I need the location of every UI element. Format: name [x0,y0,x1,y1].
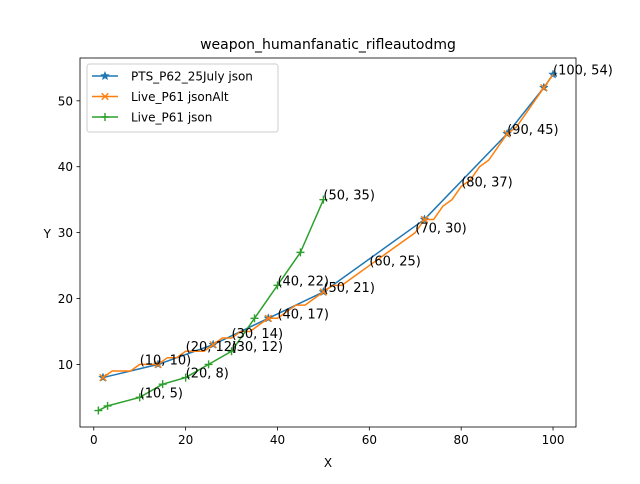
annotation-label-13: (40, 22) [277,274,329,289]
annotation-label-7: (80, 37) [461,175,513,190]
data-point-2-6 [227,347,236,356]
annotation-label-9: (100, 54) [553,63,613,78]
legend-label-0: PTS_P62_25July json [131,70,253,84]
y-tick-label-3: 40 [58,160,73,174]
series-2 [94,195,328,415]
annotation-label-3: (40, 17) [277,307,329,322]
annotation-label-10: (10, 5) [140,386,183,401]
annotation-label-5: (60, 25) [369,255,421,270]
data-point-1-6 [154,360,162,369]
annotation-label-8: (90, 45) [507,123,559,138]
legend-entry-1: Live_P61 jsonAlt [92,90,229,104]
y-tick-label-0: 10 [58,358,73,372]
annotation-label-11: (20, 8) [186,367,229,382]
axes: 0 20 40 60 80 100 10 20 30 40 50 [58,57,577,447]
x-tick-label-5: 100 [542,433,565,447]
legend-entry-2: Live_P61 json [92,111,212,125]
legend-marker-0 [100,70,110,81]
annotation-label-1: (20, 12) [186,340,238,355]
data-point-1-12 [209,340,217,349]
data-point-2-0 [94,406,103,415]
data-point-2-3 [158,380,167,389]
data-point-0-8 [548,69,558,79]
data-point-2-7 [250,314,259,323]
x-tick-label-2: 40 [270,433,285,447]
annotation-label-4: (50, 21) [323,281,375,296]
data-point-2-10 [319,195,328,204]
annotation-label-2: (30, 14) [232,327,284,342]
series-line-1 [102,74,554,379]
data-point-1-48 [540,83,548,92]
y-tick-label-1: 20 [58,292,73,306]
plot-area: (10, 10)(20, 12)(30, 14) (40, 17) (50, 21)… [94,63,613,415]
y-axis-label: Y [43,227,52,241]
legend-marker-2 [101,113,109,121]
x-tick-label-0: 0 [90,433,98,447]
legend-label-2: Live_P61 json [131,111,212,125]
y-tick-label-4: 50 [58,94,73,108]
axes-frame [79,57,577,428]
x-tick-label-3: 60 [362,433,377,447]
y-tick-label-2: 30 [58,226,73,240]
data-point-2-4 [181,373,190,382]
legend-box [86,63,279,133]
data-point-1-44 [503,129,511,138]
x-tick-label-4: 80 [454,433,469,447]
legend-marker-1 [101,92,109,101]
annotation-label-12: (30, 12) [232,340,284,355]
legend: PTS_P62_25July json Live_P61 jsonAlt Live_… [86,63,279,133]
data-point-2-5 [204,360,213,369]
data-point-1-24 [319,288,328,296]
data-point-2-1 [103,401,112,410]
data-point-1-0 [99,373,107,382]
data-point-2-2 [135,393,144,402]
legend-entry-0: PTS_P62_25July json [92,70,253,84]
data-point-2-9 [296,248,305,257]
data-point-1-35 [420,215,429,224]
annotations: (10, 10)(20, 12)(30, 14) (40, 17) (50, 21)… [140,63,613,401]
annotation-label-0: (10, 10) [140,353,192,368]
x-tick-label-1: 20 [178,433,193,447]
chart-title: weapon_humanfanatic_rifleautodmg [200,37,456,53]
series-1 [99,74,554,382]
annotation-label-6: (70, 30) [415,222,467,237]
annotation-label-14: (50, 35) [323,189,375,204]
data-point-1-18 [264,314,273,323]
legend-label-1: Live_P61 jsonAlt [131,90,229,104]
x-axis-label: X [324,456,332,470]
data-point-2-8 [273,281,282,290]
